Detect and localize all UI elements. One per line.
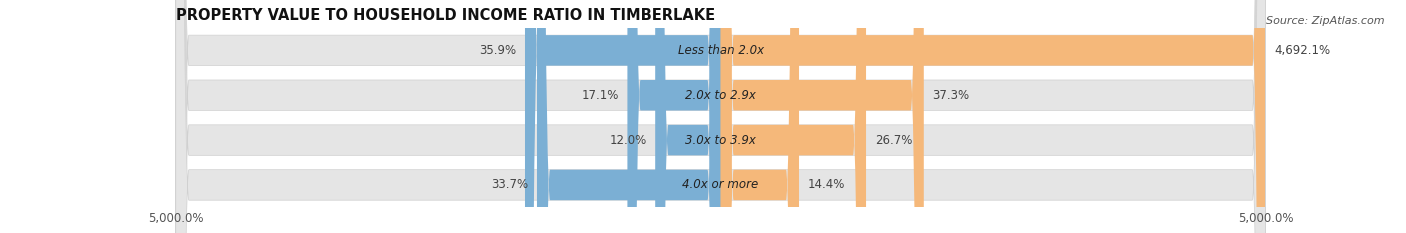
FancyBboxPatch shape xyxy=(176,0,1265,233)
FancyBboxPatch shape xyxy=(721,0,1265,233)
Text: 12.0%: 12.0% xyxy=(609,134,647,147)
Text: 2.0x to 2.9x: 2.0x to 2.9x xyxy=(685,89,756,102)
Text: 4.0x or more: 4.0x or more xyxy=(682,178,759,192)
FancyBboxPatch shape xyxy=(524,0,721,233)
FancyBboxPatch shape xyxy=(176,0,1265,233)
Text: 17.1%: 17.1% xyxy=(581,89,619,102)
Text: 26.7%: 26.7% xyxy=(875,134,912,147)
Text: 35.9%: 35.9% xyxy=(479,44,516,57)
FancyBboxPatch shape xyxy=(176,0,1265,233)
Text: 3.0x to 3.9x: 3.0x to 3.9x xyxy=(685,134,756,147)
FancyBboxPatch shape xyxy=(721,0,866,233)
Text: Source: ZipAtlas.com: Source: ZipAtlas.com xyxy=(1267,16,1385,26)
Text: 33.7%: 33.7% xyxy=(491,178,529,192)
FancyBboxPatch shape xyxy=(537,0,721,233)
Text: Less than 2.0x: Less than 2.0x xyxy=(678,44,763,57)
Text: PROPERTY VALUE TO HOUSEHOLD INCOME RATIO IN TIMBERLAKE: PROPERTY VALUE TO HOUSEHOLD INCOME RATIO… xyxy=(176,8,714,23)
Text: 37.3%: 37.3% xyxy=(932,89,970,102)
FancyBboxPatch shape xyxy=(721,0,924,233)
Text: 14.4%: 14.4% xyxy=(808,178,845,192)
Text: 4,692.1%: 4,692.1% xyxy=(1274,44,1330,57)
FancyBboxPatch shape xyxy=(176,0,1265,233)
FancyBboxPatch shape xyxy=(655,0,721,233)
FancyBboxPatch shape xyxy=(627,0,721,233)
FancyBboxPatch shape xyxy=(721,0,799,233)
